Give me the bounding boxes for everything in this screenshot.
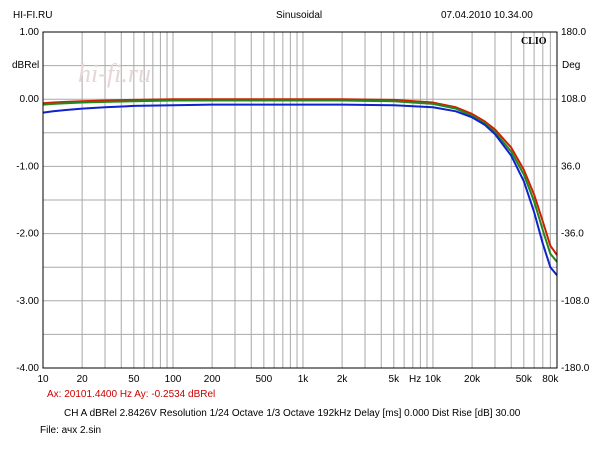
y-tick-label: -2.00 <box>16 229 39 240</box>
file-name: File: ачх 2.sin <box>40 425 102 436</box>
measurement-parameters: CH A dBRel 2.8426V Resolution 1/24 Octav… <box>64 408 521 419</box>
x-tick-label: 500 <box>256 374 273 385</box>
x-tick-label: 50k <box>516 374 533 385</box>
series-layer <box>42 98 558 276</box>
y-tick-label: -3.00 <box>16 296 39 307</box>
watermark-logo: hi-fi.ru <box>78 59 151 88</box>
cursor-readout: Ax: 20101.4400 Hz Ay: -0.2534 dBRel <box>47 389 216 400</box>
x-tick-label: 50 <box>128 374 140 385</box>
y2-tick-label: -36.0 <box>561 229 584 240</box>
series-line-3 <box>42 103 558 276</box>
x-tick-label: 100 <box>165 374 182 385</box>
x-tick-label: 5k <box>389 374 401 385</box>
y2-tick-label: 36.0 <box>561 161 581 172</box>
brand-label: CLIO <box>521 36 547 47</box>
x-tick-label: 20 <box>77 374 89 385</box>
x-axis-label: Hz <box>409 374 421 385</box>
x-tick-label: 80k <box>542 374 559 385</box>
x-tick-label: 10 <box>37 374 49 385</box>
y2-tick-label: 108.0 <box>561 94 586 105</box>
y2-axis-label: Deg <box>562 60 580 71</box>
y2-tick-label: -108.0 <box>561 296 590 307</box>
y2-tick-label: -180.0 <box>561 363 590 374</box>
x-tick-label: 20k <box>464 374 481 385</box>
plot-frame <box>42 31 558 369</box>
header-timestamp: 07.04.2010 10.34.00 <box>441 10 533 21</box>
header-left-label: HI-FI.RU <box>13 10 53 21</box>
y2-tick-label: 180.0 <box>561 27 586 38</box>
series-line-1 <box>42 98 558 256</box>
x-tick-label: 200 <box>204 374 221 385</box>
y-tick-label: -4.00 <box>16 363 39 374</box>
axis-tick-labels: 10 20 50 100 200 500 1k 2k 5k 10k 20k 50k 80k 1.00 0.0… <box>16 27 590 385</box>
header-title: Sinusoidal <box>276 10 323 21</box>
x-tick-label: 2k <box>337 374 349 385</box>
y-tick-label: 0.00 <box>20 94 40 105</box>
x-tick-label: 1k <box>298 374 310 385</box>
y-axis-label: dBRel <box>12 60 39 71</box>
y-tick-label: -1.00 <box>16 161 39 172</box>
y-tick-label: 1.00 <box>20 27 40 38</box>
x-tick-label: 10k <box>425 374 442 385</box>
series-line-2 <box>42 99 558 263</box>
